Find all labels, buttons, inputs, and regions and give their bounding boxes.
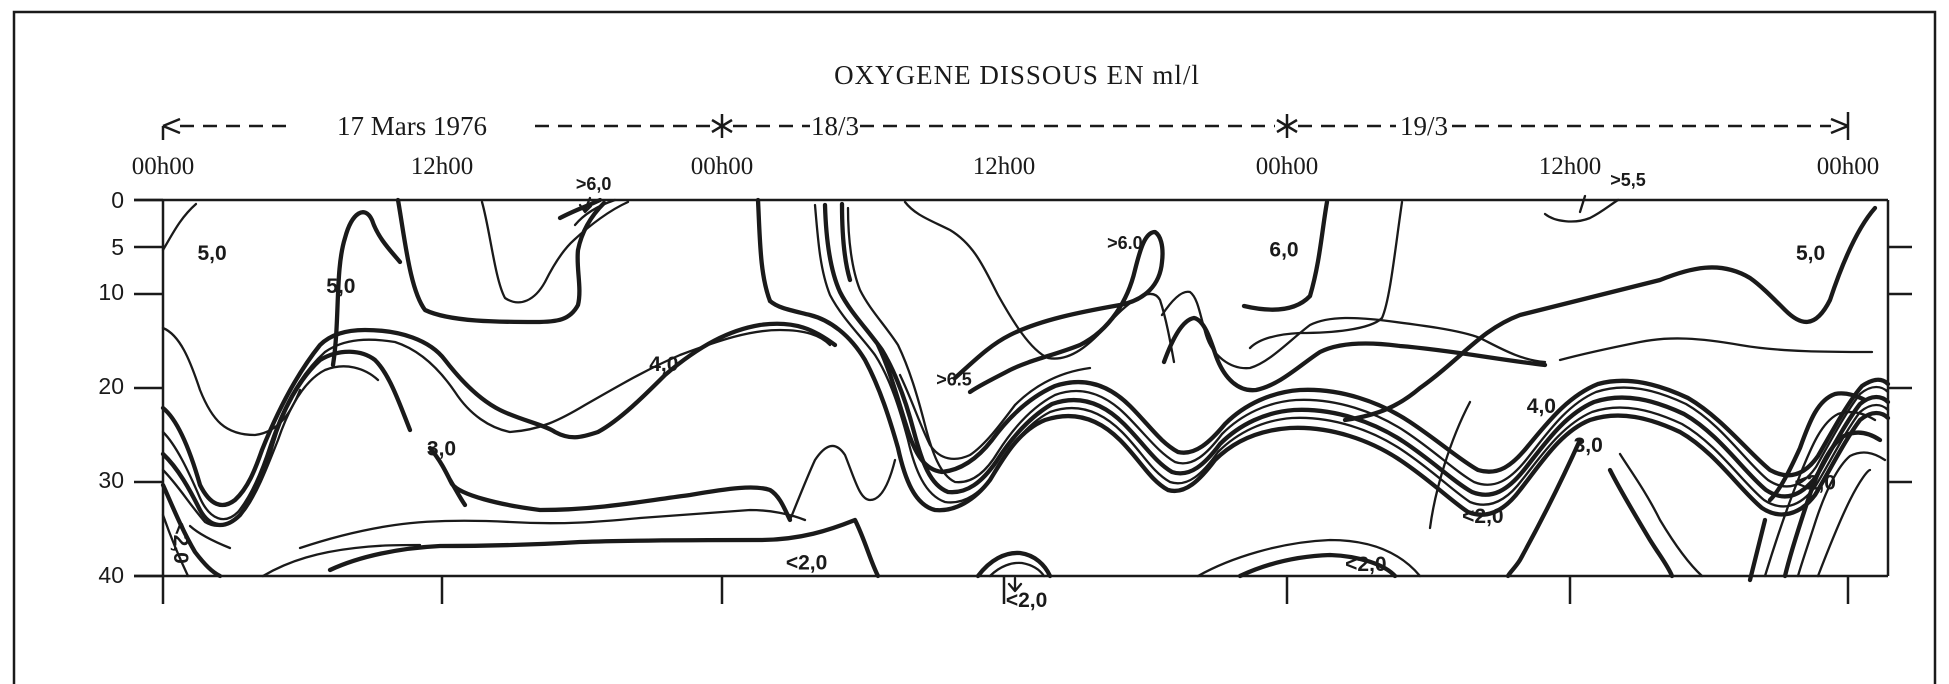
contour-line	[839, 201, 853, 283]
annotation-labels: >6,0 >6.0 >6.5 >5,5	[576, 170, 1646, 389]
label-pointer	[1578, 194, 1587, 214]
contour-line	[160, 321, 838, 508]
contour-line	[1160, 290, 1547, 370]
contour-line	[161, 202, 198, 252]
x-tick-label: 12h00	[1539, 153, 1602, 180]
contour-line	[1816, 468, 1872, 578]
contour-line	[755, 197, 773, 304]
contour-label: 5,0	[197, 242, 226, 265]
y-tick-label: 5	[111, 234, 124, 260]
contour-line	[1196, 538, 1422, 578]
contour-label: 3,0	[1574, 434, 1603, 457]
contour-line	[1782, 430, 1883, 579]
contour-line	[767, 298, 1891, 517]
contour-line	[1763, 410, 1877, 578]
contour-line	[261, 543, 422, 578]
contour-line	[447, 477, 468, 508]
contour-line	[1767, 391, 1868, 503]
day-boundary-star-icon	[711, 114, 733, 138]
annotation-label: >6,0	[576, 174, 612, 194]
contour-line	[1505, 437, 1583, 579]
y-tick-label: 10	[98, 279, 124, 305]
plot-axes	[134, 198, 1912, 604]
x-tick-label: 12h00	[973, 153, 1036, 180]
x-tick-label: 00h00	[132, 153, 195, 180]
x-tick-label: 00h00	[691, 153, 754, 180]
y-tick-label: 30	[98, 467, 124, 493]
contour-line	[188, 524, 232, 550]
contour-line	[161, 513, 190, 578]
contour-line	[898, 366, 1092, 461]
contour-labels: 5,0 5,0 6,0 5,0 4,0 3,0 4,0 3,0 <2,0 <2,…	[169, 238, 1836, 612]
contour-line	[1428, 400, 1472, 530]
contour-label: 3,0	[427, 438, 456, 461]
contour-line	[330, 210, 403, 368]
contour-line	[1618, 452, 1704, 578]
y-tick-label: 40	[98, 562, 124, 588]
contour-line	[952, 229, 1165, 395]
contour-lines	[160, 194, 1891, 593]
x-tick-label: 00h00	[1817, 153, 1880, 180]
contour-line	[573, 198, 617, 227]
contour-line	[1342, 205, 1878, 423]
annotation-label: >5,5	[1610, 170, 1646, 190]
chart-title: OXYGENE DISSOUS EN ml/l	[834, 60, 1200, 90]
contour-label: <2,0	[1462, 505, 1503, 528]
contour-line	[161, 365, 380, 527]
contour-line	[1747, 517, 1768, 583]
contour-line	[813, 203, 1890, 508]
date-header-label: 17 Mars 1976	[337, 111, 487, 141]
contour-label: 6,0	[1269, 238, 1298, 261]
contour-line	[875, 342, 1891, 478]
x-tick-label: 00h00	[1256, 153, 1319, 180]
contour-line	[1237, 552, 1398, 579]
label-pointer	[1007, 576, 1023, 593]
contour-label: 5,0	[1796, 242, 1825, 265]
contour-line	[1241, 199, 1330, 312]
date-header-label: 19/3	[1400, 111, 1448, 141]
label-pointer	[578, 196, 593, 214]
contour-line	[846, 206, 1890, 488]
contour-label: <2,0	[1006, 589, 1047, 612]
figure-frame	[12, 10, 1937, 684]
contour-line	[327, 517, 881, 579]
contour-line	[1558, 337, 1874, 362]
contour-line	[427, 445, 793, 523]
date-header-label: 18/3	[811, 111, 859, 141]
contour-line	[1248, 200, 1404, 350]
day-boundary-star-icon	[1276, 114, 1298, 138]
contour-line	[1607, 467, 1675, 579]
contour-line	[160, 349, 413, 528]
contour-line	[975, 550, 1053, 579]
annotation-label: >6.5	[936, 369, 972, 389]
x-tick-labels: 00h00 12h00 00h00 12h00 00h00 12h00 00h0…	[132, 153, 1880, 180]
contour-label: <2,0	[169, 522, 192, 563]
contour-label: 4,0	[649, 353, 678, 376]
contour-line	[988, 561, 1046, 578]
contour-line	[1543, 198, 1620, 223]
contour-line	[160, 482, 223, 579]
date-header-arrow-left	[162, 117, 181, 135]
contour-label: <2,0	[1794, 471, 1835, 494]
x-tick-label: 12h00	[411, 153, 474, 180]
contour-line	[161, 328, 832, 521]
contour-line	[1161, 315, 1548, 393]
date-header-arrow-right	[1830, 117, 1849, 135]
contour-line	[298, 508, 807, 550]
contour-line	[480, 200, 630, 304]
contour-label: <2,0	[786, 551, 827, 574]
date-header: 17 Mars 1976 18/3 19/3	[161, 111, 1850, 141]
contour-line	[788, 444, 897, 522]
y-tick-labels: 0 5 10 20 30 40	[98, 187, 124, 588]
contour-line	[822, 202, 1891, 499]
contour-label: 5,0	[326, 275, 355, 298]
contour-line	[1796, 451, 1887, 578]
contour-line	[395, 197, 607, 325]
contour-label: <2,0	[1345, 553, 1386, 576]
y-tick-label: 0	[111, 187, 124, 213]
annotation-label: >6.0	[1107, 233, 1143, 253]
contour-label: 4,0	[1527, 395, 1556, 418]
y-tick-label: 20	[98, 373, 124, 399]
